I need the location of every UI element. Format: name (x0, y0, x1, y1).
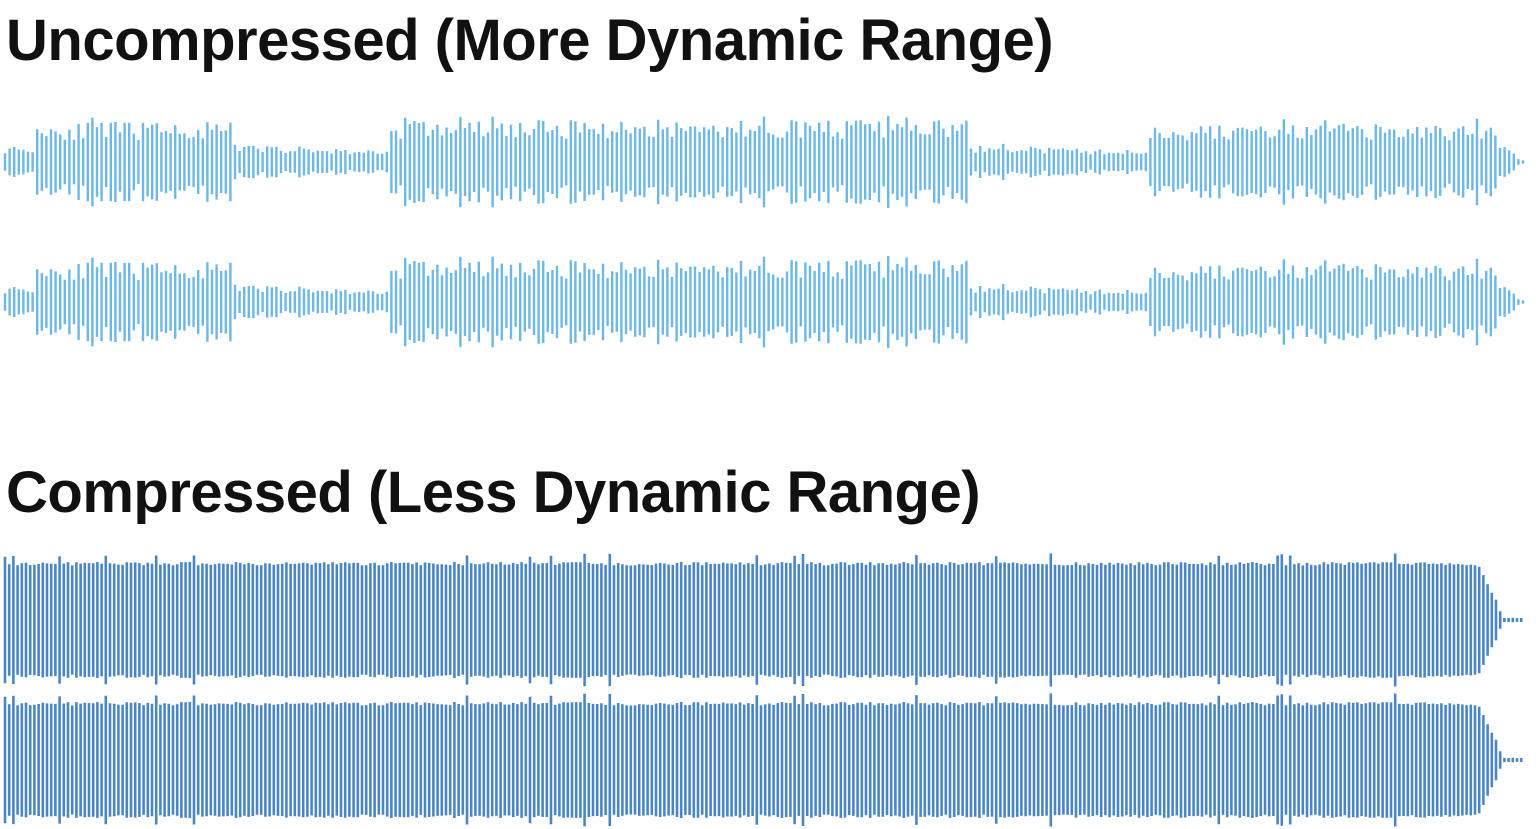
section-title: Compressed (Less Dynamic Range) (6, 460, 980, 525)
waveform-bars (3, 255, 1525, 349)
waveform-bars (3, 693, 1523, 827)
section-title: Uncompressed (More Dynamic Range) (6, 8, 1053, 73)
waveform-bars (3, 115, 1525, 209)
waveform-compressed (3, 553, 1523, 687)
waveform-compressed (3, 693, 1523, 827)
waveform-bars (3, 553, 1523, 687)
waveform-uncompressed (3, 115, 1525, 209)
waveform-uncompressed (3, 255, 1525, 349)
